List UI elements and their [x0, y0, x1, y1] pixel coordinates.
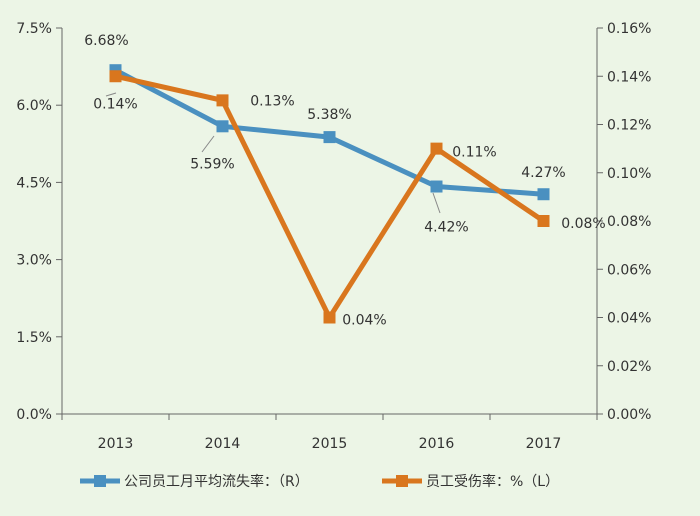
left-tick-label: 3.0%: [16, 253, 52, 269]
data-label: 5.38%: [307, 107, 351, 123]
axes: 0.0% 1.5% 3.0% 4.5% 6.0% 7.5% 0.00% 0.02% 0.04% 0…: [16, 21, 651, 452]
x-tick-label: 2015: [312, 436, 348, 452]
series-marker: [323, 131, 336, 144]
left-tick-label: 1.5%: [16, 330, 52, 346]
right-tick-label: 0.10%: [607, 166, 651, 182]
right-tick-label: 0.06%: [607, 262, 651, 278]
left-tick-label: 0.0%: [16, 407, 52, 423]
x-tick-label: 2013: [98, 436, 134, 452]
legend-label: 员工受伤率：%（L）: [426, 473, 559, 490]
series-marker: [430, 142, 443, 155]
right-tick-label: 0.12%: [607, 118, 651, 134]
series-marker: [323, 311, 336, 324]
legend-swatch-marker: [94, 475, 106, 487]
series-marker: [537, 215, 550, 227]
leader-line: [432, 192, 441, 214]
leader-line: [105, 92, 117, 97]
data-label: 0.08%: [561, 216, 605, 232]
right-tick-label: 0.04%: [607, 311, 651, 327]
data-label: 4.27%: [521, 165, 565, 181]
data-label: 0.04%: [342, 313, 386, 329]
right-tick-label: 0.08%: [607, 214, 651, 230]
data-label: 4.42%: [424, 220, 468, 236]
series-marker: [216, 94, 229, 107]
series-marker: [216, 120, 229, 133]
data-label: 0.14%: [93, 96, 137, 112]
x-tick-label: 2016: [419, 436, 455, 452]
left-tick-label: 7.5%: [16, 21, 52, 37]
x-tick-label: 2014: [205, 436, 241, 452]
series-lines: [109, 64, 550, 324]
data-label: 5.59%: [190, 156, 234, 172]
leader-line: [201, 135, 215, 153]
legend-swatch-marker: [396, 475, 408, 487]
left-tick-label: 4.5%: [16, 175, 52, 191]
legend: 公司员工月平均流失率：（R） 员工受伤率：%（L）: [80, 473, 559, 490]
data-label: 0.11%: [452, 145, 496, 161]
data-labels: 6.68% 5.59% 5.38% 4.42% 4.27% 0.14% 0.13% 0.04%…: [84, 33, 605, 328]
data-label: 0.13%: [250, 93, 294, 109]
left-tick-label: 6.0%: [16, 98, 52, 114]
right-tick-label: 0.00%: [607, 407, 651, 423]
series-marker: [537, 188, 550, 201]
data-label: 6.68%: [84, 33, 128, 49]
series-marker: [430, 180, 443, 193]
right-tick-label: 0.14%: [607, 69, 651, 85]
right-tick-label: 0.02%: [607, 359, 651, 375]
legend-label: 公司员工月平均流失率：（R）: [124, 473, 309, 490]
x-tick-label: 2017: [526, 436, 562, 452]
series-marker: [109, 70, 122, 83]
right-tick-label: 0.16%: [607, 21, 651, 37]
